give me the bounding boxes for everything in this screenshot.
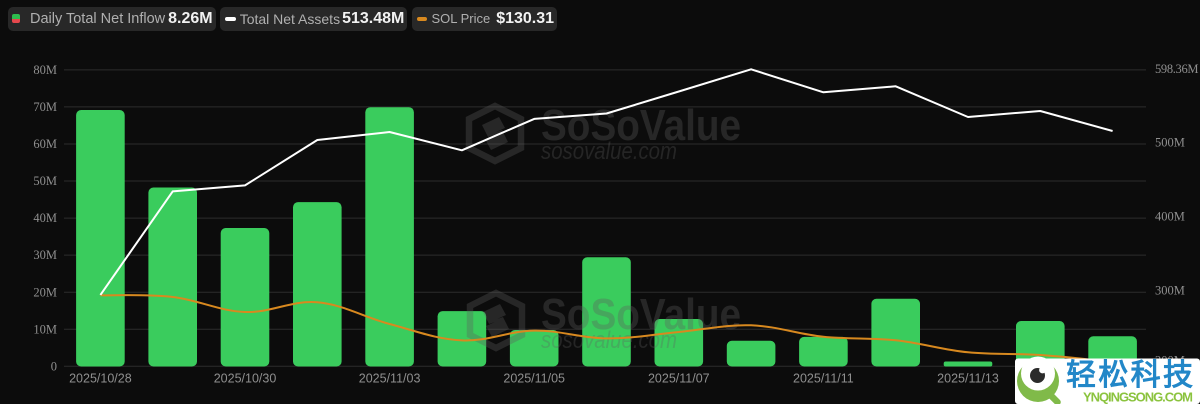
svg-text:2025/11/05: 2025/11/05	[503, 372, 565, 386]
svg-text:80M: 80M	[33, 63, 57, 77]
svg-text:598.36M: 598.36M	[1155, 62, 1199, 76]
svg-text:50M: 50M	[33, 174, 57, 188]
svg-text:2025/10/30: 2025/10/30	[214, 372, 277, 386]
svg-text:20M: 20M	[33, 285, 57, 299]
svg-text:0: 0	[51, 359, 57, 373]
svg-text:2025/10/28: 2025/10/28	[69, 372, 132, 386]
svg-text:SoSoValue: SoSoValue	[541, 290, 741, 339]
svg-text:2025/11/07: 2025/11/07	[648, 372, 710, 386]
svg-text:60M: 60M	[33, 137, 57, 151]
svg-text:sosovalue.com: sosovalue.com	[541, 327, 677, 354]
svg-text:2025/11/11: 2025/11/11	[793, 372, 854, 386]
svg-text:500M: 500M	[1155, 136, 1185, 150]
svg-text:SoSoValue: SoSoValue	[541, 101, 741, 150]
svg-text:40M: 40M	[33, 211, 57, 225]
svg-text:30M: 30M	[33, 248, 57, 262]
svg-text:10M: 10M	[33, 322, 57, 336]
svg-text:2025/11/13: 2025/11/13	[937, 372, 999, 386]
svg-text:2025/11/03: 2025/11/03	[359, 372, 421, 386]
svg-text:70M: 70M	[33, 100, 57, 114]
svg-text:YNQINGSONG.COM: YNQINGSONG.COM	[1083, 390, 1193, 404]
svg-text:400M: 400M	[1155, 210, 1185, 224]
svg-text:300M: 300M	[1155, 284, 1185, 298]
svg-text:sosovalue.com: sosovalue.com	[541, 138, 677, 165]
